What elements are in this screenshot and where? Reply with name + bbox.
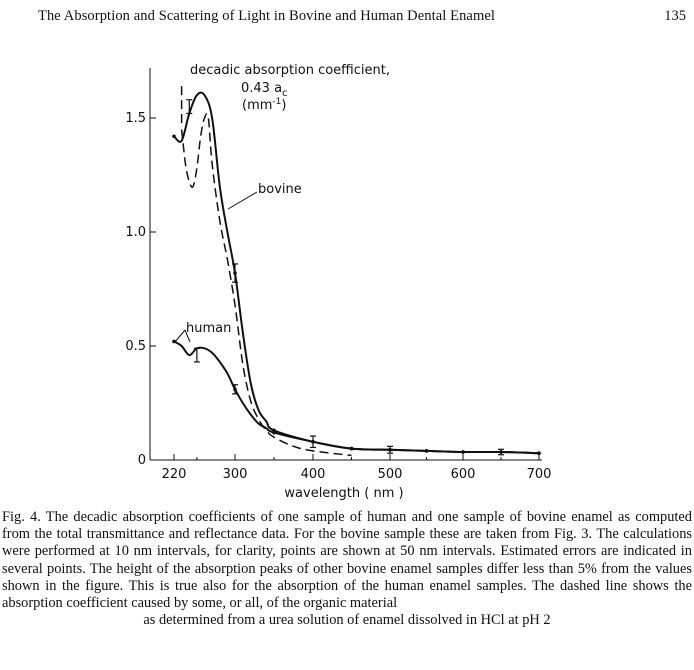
series-line-0-43-ac <box>180 113 352 457</box>
data-point <box>172 339 176 344</box>
error-bars <box>186 99 504 456</box>
x-tick-label: 500 <box>378 467 403 482</box>
data-point <box>537 451 541 455</box>
x-tick-label: 700 <box>527 467 552 482</box>
leader-human-a <box>174 329 186 343</box>
data-point <box>349 446 354 451</box>
x-tick-label: 300 <box>223 467 248 482</box>
series-group <box>172 86 541 457</box>
annotation-coef: 0.43 ac <box>241 81 288 99</box>
x-axis-label: wavelength ( nm ) <box>284 486 403 501</box>
x-tick-label: 400 <box>301 467 326 482</box>
annotation-unit: (mm-1) <box>242 97 286 113</box>
y-tick-label: 0.5 <box>125 339 146 354</box>
running-header: The Absorption and Scattering of Light i… <box>0 8 694 28</box>
caption-last-line: as determined from a urea solution of en… <box>143 612 551 629</box>
axes <box>149 68 542 461</box>
x-tick-label: 600 <box>451 467 476 482</box>
absorption-figure: 0 0.5 1.0 1.5 220 300 400 500 600 700 decadic abs… <box>125 63 551 501</box>
x-tick-label: 220 <box>162 467 187 482</box>
page-number: 135 <box>664 8 686 24</box>
annotation-human: human <box>186 321 231 336</box>
running-title: The Absorption and Scattering of Light i… <box>38 8 496 24</box>
y-tick-label: 1.0 <box>125 225 146 240</box>
y-tick-label: 0 <box>138 453 146 468</box>
caption-label: Fig. 4. <box>2 509 41 525</box>
caption-body: The decadic absorption coefficients of o… <box>2 509 692 612</box>
series-line-human <box>173 340 540 455</box>
leader-bovine <box>227 191 258 210</box>
annotations: decadic absorption coefficient, 0.43 ac … <box>174 63 404 501</box>
figure-caption: Fig. 4. The decadic absorption coefficie… <box>2 509 692 629</box>
leader-human-b <box>184 329 191 343</box>
y-tick-label: 1.5 <box>125 111 146 126</box>
annotation-bovine: bovine <box>258 182 302 197</box>
data-point <box>172 134 176 139</box>
data-point <box>424 449 429 453</box>
data-point <box>461 450 465 454</box>
annotation-decadic: decadic absorption coefficient, <box>190 63 390 78</box>
series-line-bovine <box>173 91 540 455</box>
ticks: 0 0.5 1.0 1.5 220 300 400 500 600 700 <box>125 111 551 482</box>
data-point <box>272 430 276 435</box>
